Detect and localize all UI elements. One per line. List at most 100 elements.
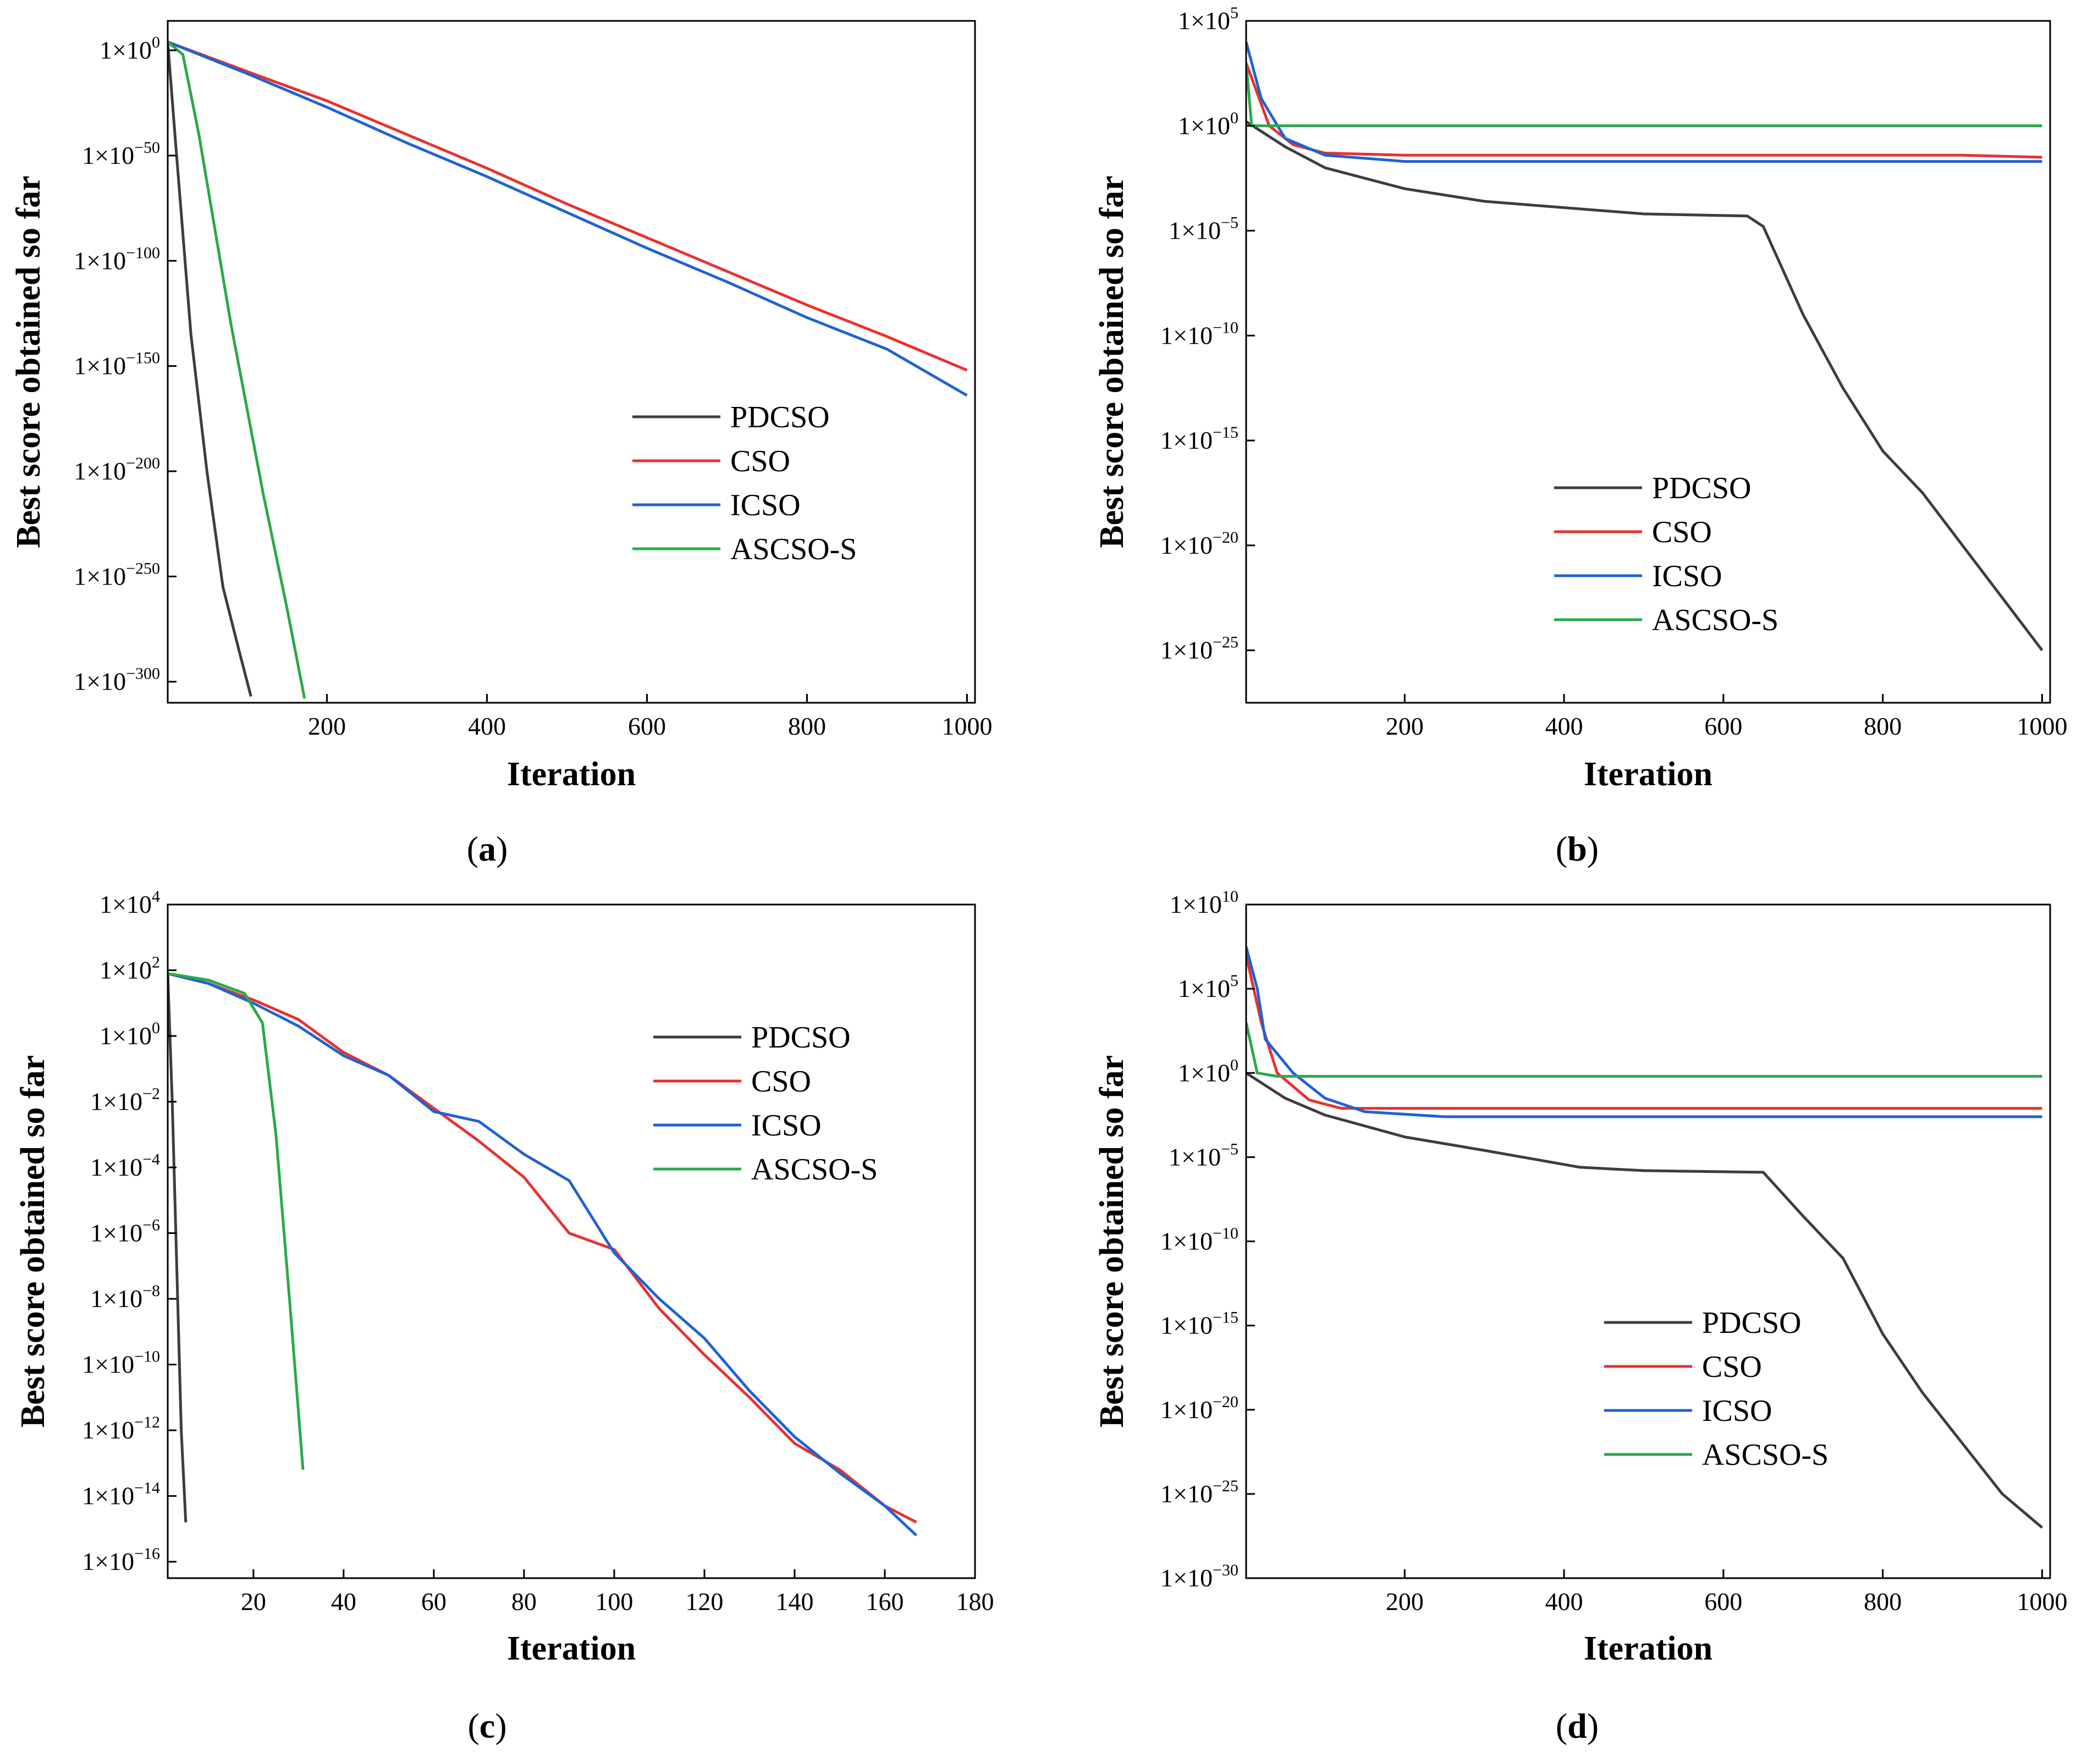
- x-tick-label: 600: [1704, 1587, 1742, 1616]
- x-tick-label: 400: [468, 712, 506, 740]
- y-tick-label: 1×10−15: [1160, 1309, 1238, 1339]
- y-tick-label: 1×10−250: [74, 559, 160, 590]
- x-axis-title: Iteration: [1584, 756, 1712, 793]
- x-tick-label: 800: [788, 712, 826, 740]
- legend: PDCSO CSO ICSO ASCSO-S: [632, 400, 857, 566]
- x-axis-title: Iteration: [507, 1630, 636, 1667]
- y-tick-label: 1×104: [100, 887, 160, 918]
- legend-label-cso: CSO: [1652, 515, 1712, 549]
- y-tick-label: 1×10−16: [82, 1545, 160, 1575]
- panel-caption: (d): [1556, 1706, 1599, 1745]
- legend-label-icso: ICSO: [730, 488, 801, 522]
- x-tick-label: 200: [1386, 1587, 1424, 1616]
- x-tick-label: 60: [421, 1587, 447, 1616]
- y-tick-label: 1×100: [100, 34, 160, 64]
- x-tick-label: 400: [1545, 712, 1583, 740]
- y-tick-label: 1×10−20: [1160, 1393, 1238, 1424]
- y-tick-label: 1×1010: [1170, 887, 1238, 918]
- y-tick-label: 1×10−10: [1160, 318, 1238, 349]
- legend: PDCSO CSO ICSO ASCSO-S: [1604, 1306, 1828, 1472]
- series-group: [168, 40, 968, 699]
- y-tick-label: 1×105: [1178, 972, 1238, 1002]
- y-tick-label: 1×100: [100, 1019, 160, 1050]
- series-group: [168, 972, 918, 1537]
- x-tick-label: 160: [866, 1587, 904, 1616]
- series-line-pdcso: [168, 973, 188, 1523]
- legend-label-cso: CSO: [730, 444, 790, 478]
- chart-panel-b: 200 400 600 800 1000 1×105 1×100 1×10−5 1×10−10 1…: [1093, 4, 2068, 868]
- series-line-ascso-s: [168, 41, 306, 699]
- series-line-cso: [1246, 62, 2042, 159]
- series-line-icso: [1246, 41, 2042, 163]
- x-axis-title: Iteration: [507, 756, 636, 793]
- y-tick-label: 1×10−12: [82, 1413, 160, 1444]
- y-tick-label: 1×10−6: [90, 1216, 160, 1247]
- legend: PDCSO CSO ICSO ASCSO-S: [1554, 471, 1778, 637]
- legend-label-icso: ICSO: [751, 1109, 822, 1143]
- y-tick-label: 1×10−5: [1169, 214, 1238, 245]
- legend-label-cso: CSO: [1702, 1350, 1762, 1384]
- plot-frame: [1245, 903, 2051, 1579]
- series-group: [1246, 41, 2044, 652]
- panel-caption: (a): [467, 829, 508, 868]
- series-line-ascso-s: [1246, 63, 2042, 128]
- series-line-icso: [1246, 946, 2042, 1118]
- legend-label-pdcso: PDCSO: [1702, 1306, 1802, 1340]
- y-axis-title: Best score obtained so far: [14, 1055, 52, 1427]
- plot-frame: [167, 20, 976, 704]
- series-line-cso: [168, 40, 968, 372]
- y-tick-label: 1×105: [1178, 4, 1238, 35]
- series-line-icso: [168, 40, 968, 397]
- x-tick-label: 20: [241, 1587, 266, 1616]
- x-tick-label: 1000: [941, 712, 992, 740]
- legend-label-ascso-s: ASCSO-S: [1702, 1438, 1828, 1472]
- plot-frame: [1245, 20, 2051, 704]
- x-tick-label: 80: [511, 1587, 537, 1616]
- x-tick-label: 1000: [2017, 1587, 2068, 1616]
- legend-label-pdcso: PDCSO: [1652, 471, 1751, 505]
- y-tick-label: 1×10−100: [74, 244, 160, 274]
- y-tick-label: 1×100: [1178, 109, 1238, 140]
- legend-label-cso: CSO: [751, 1065, 811, 1099]
- series-group: [1246, 946, 2044, 1529]
- x-tick-label: 1000: [2017, 712, 2068, 740]
- y-tick-label: 1×10−30: [1160, 1561, 1238, 1592]
- series-line-pdcso: [1246, 120, 2044, 652]
- y-tick-label: 1×10−150: [74, 349, 160, 380]
- x-tick-label: 120: [685, 1587, 723, 1616]
- y-tick-label: 1×10−25: [1160, 633, 1238, 664]
- legend: PDCSO CSO ICSO ASCSO-S: [653, 1021, 878, 1187]
- y-tick-label: 1×10−2: [90, 1085, 160, 1116]
- series-line-cso: [168, 972, 917, 1524]
- legend-label-ascso-s: ASCSO-S: [1652, 603, 1778, 637]
- y-tick-label: 1×10−15: [1160, 423, 1238, 454]
- y-tick-label: 1×10−20: [1160, 528, 1238, 559]
- chart-panel-d: 200 400 600 800 1000 1×1010 1×105 1×100 1×10−5 1×…: [1093, 887, 2068, 1745]
- x-tick-label: 100: [595, 1587, 633, 1616]
- y-tick-label: 1×10−4: [90, 1150, 160, 1181]
- legend-label-icso: ICSO: [1702, 1394, 1772, 1428]
- series-line-cso: [1246, 955, 2042, 1110]
- x-tick-label: 600: [1704, 712, 1742, 740]
- plot-frame: [167, 903, 976, 1579]
- legend-label-ascso-s: ASCSO-S: [751, 1153, 878, 1187]
- x-axis-title: Iteration: [1584, 1630, 1712, 1667]
- y-tick-label: 1×10−5: [1169, 1140, 1238, 1171]
- legend-label-pdcso: PDCSO: [751, 1021, 851, 1055]
- x-tick-label: 200: [1386, 712, 1424, 740]
- x-tick-label: 40: [331, 1587, 356, 1616]
- x-tick-label: 140: [775, 1587, 813, 1616]
- legend-label-ascso-s: ASCSO-S: [730, 532, 857, 566]
- y-tick-label: 1×10−14: [82, 1479, 160, 1510]
- y-axis-title: Best score obtained so far: [1093, 175, 1131, 548]
- x-tick-label: 400: [1545, 1587, 1583, 1616]
- x-tick-label: 600: [628, 712, 666, 740]
- series-line-ascso-s: [168, 972, 305, 1470]
- chart-panel-a: 200 400 600 800 1000 1×100 1×10−50 1×10−100 1×10…: [10, 20, 992, 868]
- panel-caption: (b): [1556, 829, 1599, 868]
- y-tick-label: 1×10−200: [74, 454, 160, 485]
- y-tick-label: 1×10−50: [82, 139, 160, 169]
- chart-panel-c: 20 40 60 80 100 120 140 160 180 1×104 1×102 1×100 1×…: [14, 887, 994, 1745]
- x-tick-label: 800: [1864, 712, 1902, 740]
